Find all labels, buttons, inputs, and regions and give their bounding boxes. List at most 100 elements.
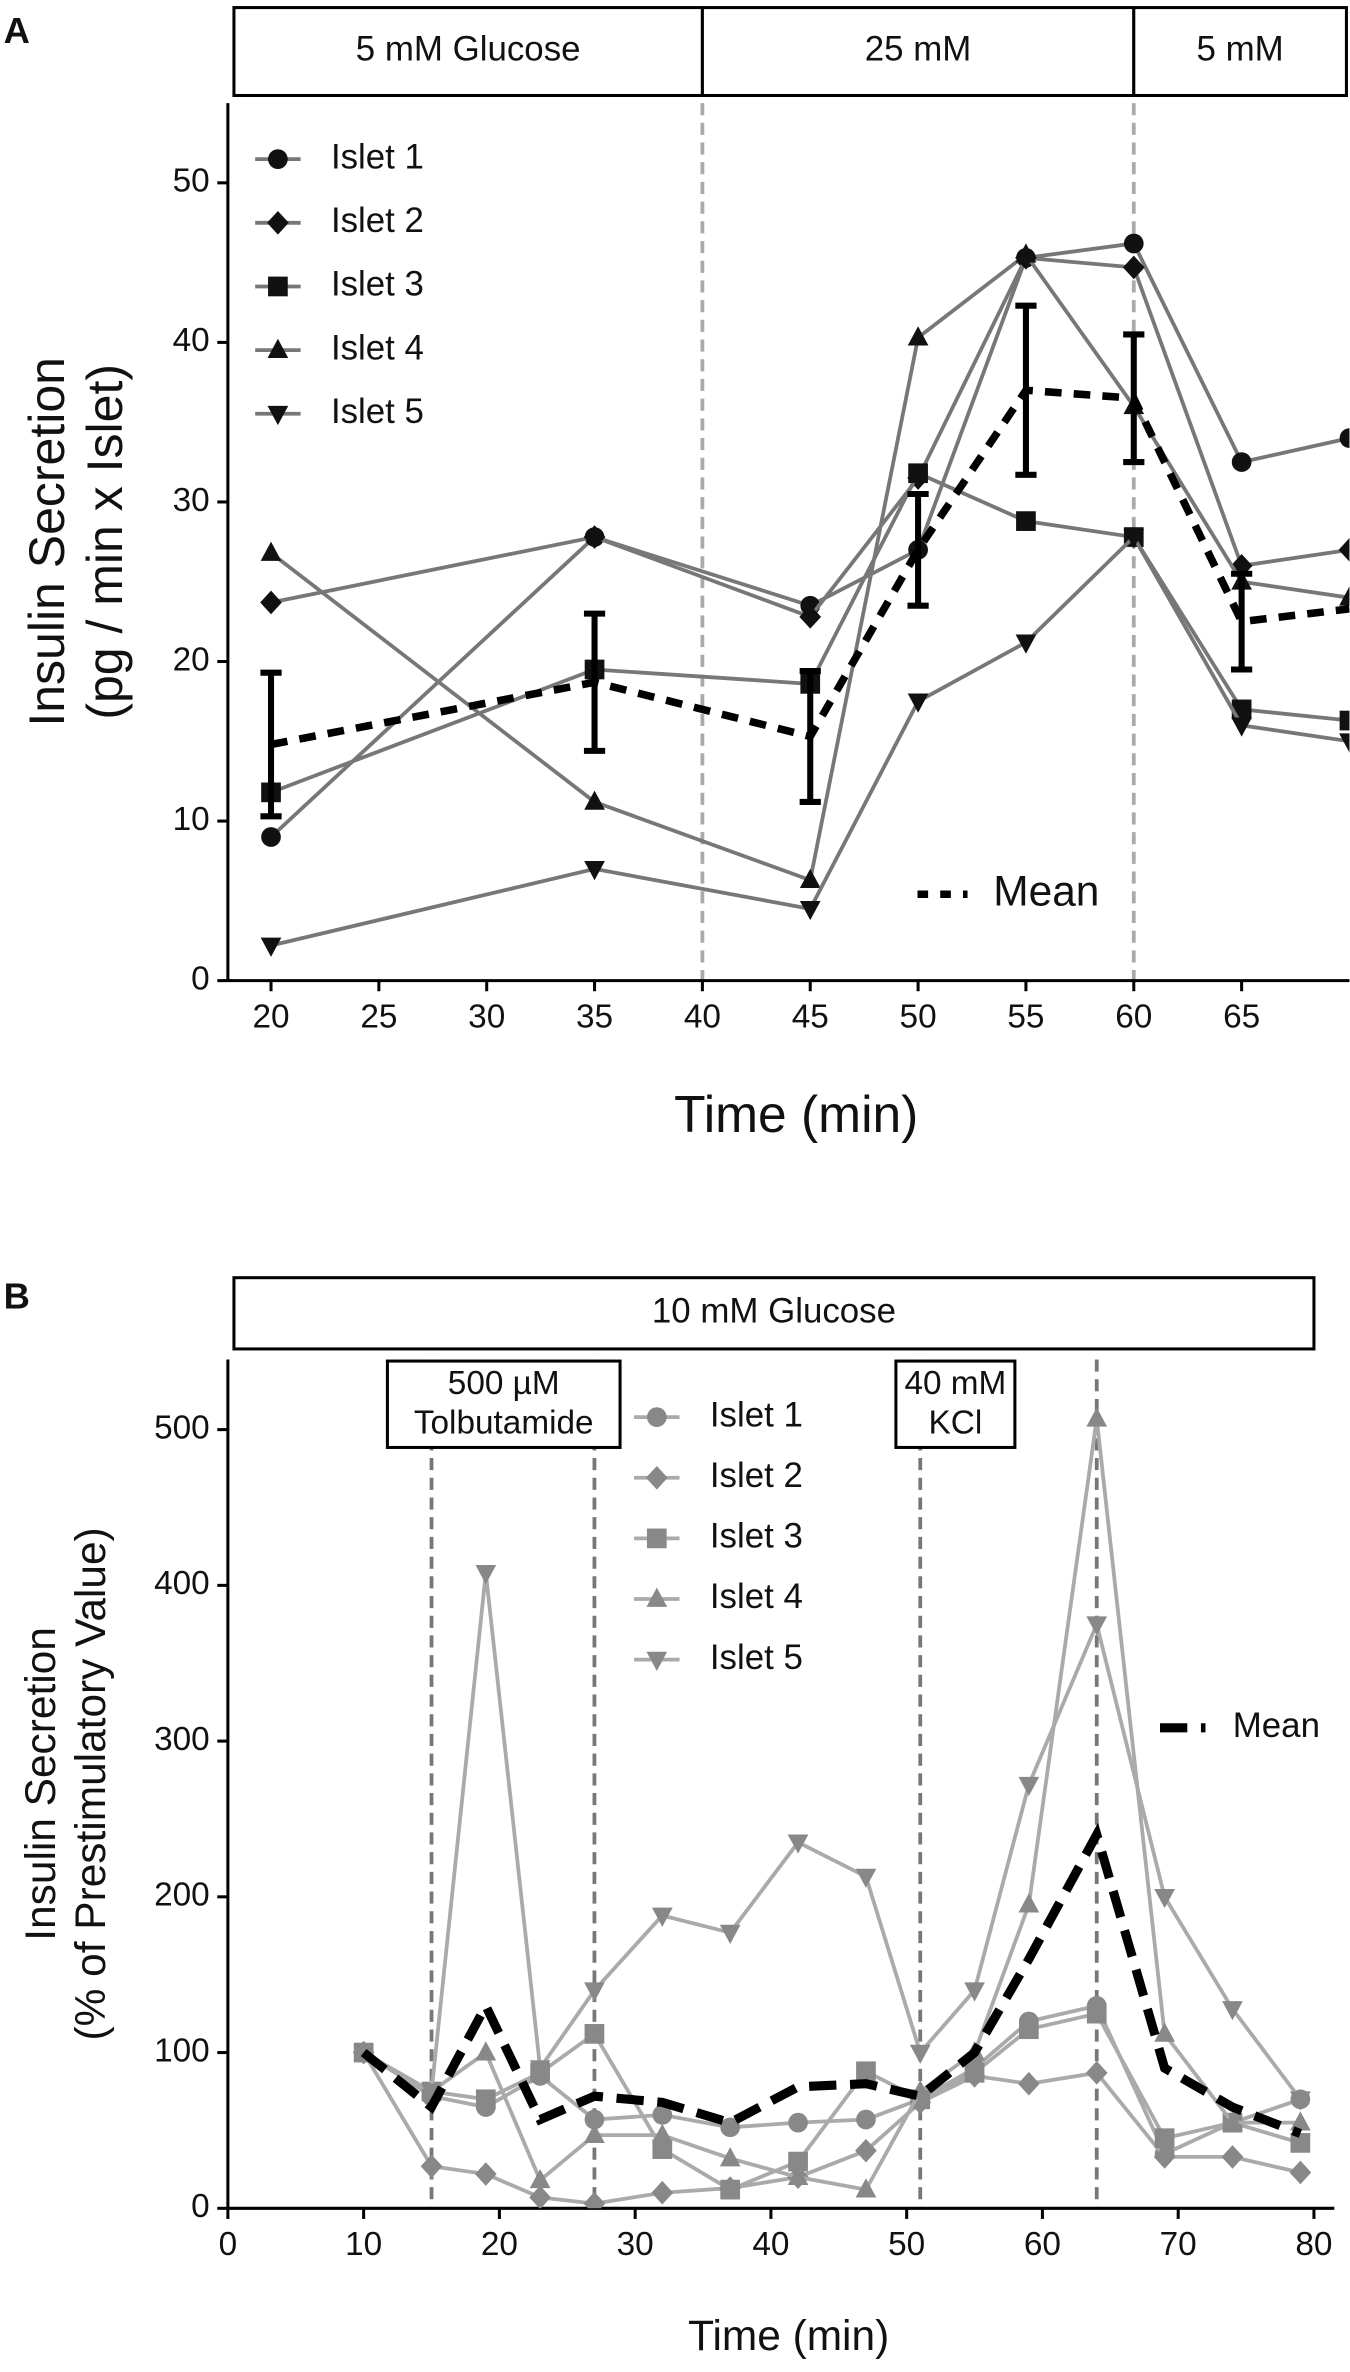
y-tick-label: 200 [154,1877,210,1914]
marker [1123,233,1144,254]
marker [788,2112,808,2133]
marker [1016,511,1036,531]
x-tick-label: 10 [345,2226,382,2263]
marker [260,937,282,957]
error-bar [799,668,821,805]
marker [788,2151,808,2172]
marker [1018,2071,1040,2096]
marker [799,868,821,888]
legend-label: Islet 3 [710,1517,803,1556]
marker [1154,2128,1175,2149]
condition-box [232,6,704,98]
x-tick-label: 40 [752,2226,789,2263]
series-line [269,251,1350,883]
marker [720,2179,741,2200]
annotation-text: 500 µM [448,1365,560,1402]
marker [1231,717,1252,737]
x-tick-label: 55 [1007,998,1044,1035]
condition-box [700,6,1136,98]
marker [646,1651,668,1671]
marker [1339,586,1350,606]
marker [907,693,929,713]
marker [267,405,289,426]
annotation-box [385,1359,622,1449]
error-bar [583,610,606,754]
marker [584,2024,605,2044]
marker [908,463,928,484]
marker [529,2060,551,2080]
y-axis-title-line: Insulin Secretion [19,357,75,727]
y-tick-label: 500 [154,1409,210,1446]
marker [651,2123,673,2143]
marker [964,1982,985,2002]
marker [475,2089,496,2110]
annotation-text: KCl [929,1405,983,1442]
y-axis-title-line: (pg / min x Islet) [77,364,133,720]
x-tick-label: 65 [1223,998,1260,1035]
panel: A 5 mM Glucose 25 mM 5 mM 0 10 20 30 40 50 20 25 30 3… [4,6,1350,1143]
x-tick-label: 60 [1115,998,1152,1035]
x-axis-title: Time (min) [674,1085,918,1143]
marker [268,276,288,297]
x-tick-label: 20 [252,998,289,1035]
condition-label: 5 mM Glucose [356,30,581,69]
marker [260,590,282,615]
annotation-text: 40 mM [904,1365,1006,1402]
mean-line [360,1822,1303,2138]
series-line [362,1418,1301,2192]
marker [1154,2022,1175,2042]
marker [1015,243,1037,263]
marker [651,1907,673,1927]
series-line [362,1572,1302,2101]
error-bar [260,669,282,820]
marker [261,827,281,847]
marker [856,2061,876,2082]
plot-area [260,233,1350,957]
marker [475,2041,497,2061]
marker [1085,2060,1108,2085]
marker [268,149,288,169]
series-line [270,255,1350,620]
condition-box [1132,6,1348,98]
x-tick-label: 20 [481,2226,518,2263]
marker [1222,2001,1243,2021]
marker [1338,538,1350,562]
legend-label: Islet 4 [710,1577,803,1616]
series-line [270,533,1350,948]
y-tick-label: 400 [154,1565,210,1602]
legend-label: Islet 5 [331,392,424,431]
y-tick-label: 10 [173,801,210,838]
condition-label: 5 mM [1197,30,1284,69]
error-bar [1015,302,1037,478]
x-tick-label: 50 [900,998,937,1035]
error-bar [1123,331,1145,466]
marker [855,1868,877,1888]
marker [1019,2019,1039,2040]
legend-label: Islet 1 [331,137,424,176]
y-tick-label: 300 [154,1721,210,1758]
marker [1339,733,1350,753]
marker [529,2168,551,2189]
marker [583,2191,606,2209]
error-bar [907,490,929,609]
legend-label: Islet 2 [331,201,424,240]
marker [1086,1616,1108,1636]
x-tick-label: 30 [617,2226,654,2263]
x-tick-label: 35 [576,998,613,1035]
x-tick-label: 25 [360,998,397,1035]
marker [652,2139,673,2159]
legend-label: Mean [993,867,1099,914]
x-tick-label: 40 [684,998,721,1035]
marker [1086,2003,1107,2024]
marker [1221,2145,1244,2169]
y-tick-label: 0 [191,2188,210,2225]
marker [909,2044,931,2064]
legend-label: Islet 3 [331,265,424,304]
y-tick-label: 30 [173,482,210,519]
marker [1290,2133,1311,2153]
y-tick-label: 100 [154,2032,210,2069]
marker [1231,452,1252,472]
legend-label: Islet 1 [710,1395,803,1434]
